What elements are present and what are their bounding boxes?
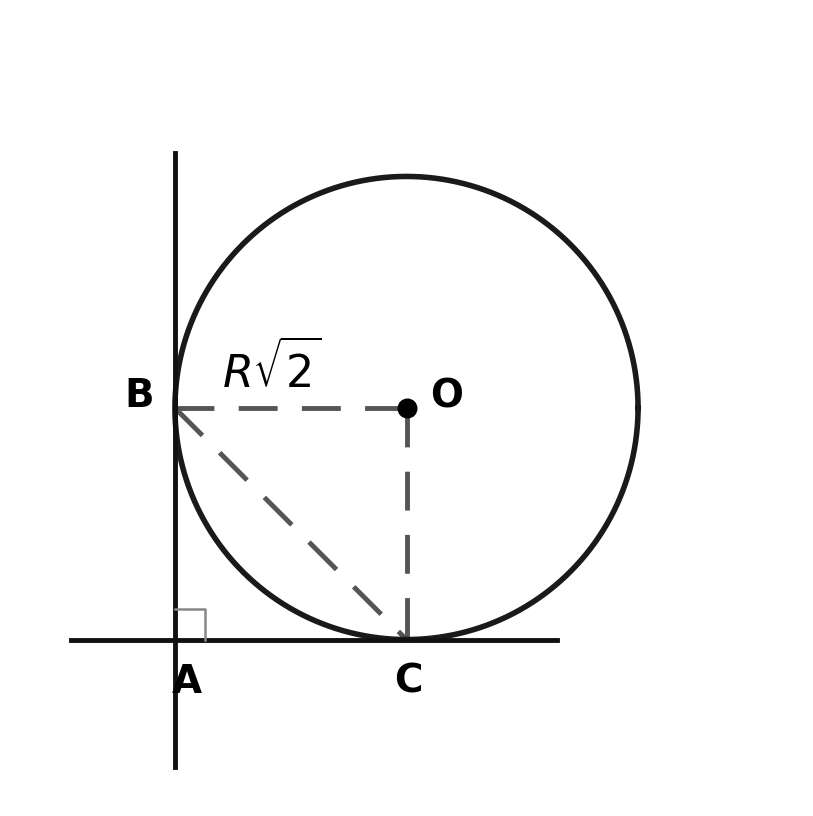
Point	[400, 401, 413, 415]
Text: $R\sqrt{2}$: $R\sqrt{2}$	[222, 341, 322, 397]
Text: A: A	[172, 663, 202, 701]
Text: B: B	[124, 378, 154, 415]
Text: O: O	[429, 378, 463, 415]
Text: C: C	[394, 663, 423, 701]
